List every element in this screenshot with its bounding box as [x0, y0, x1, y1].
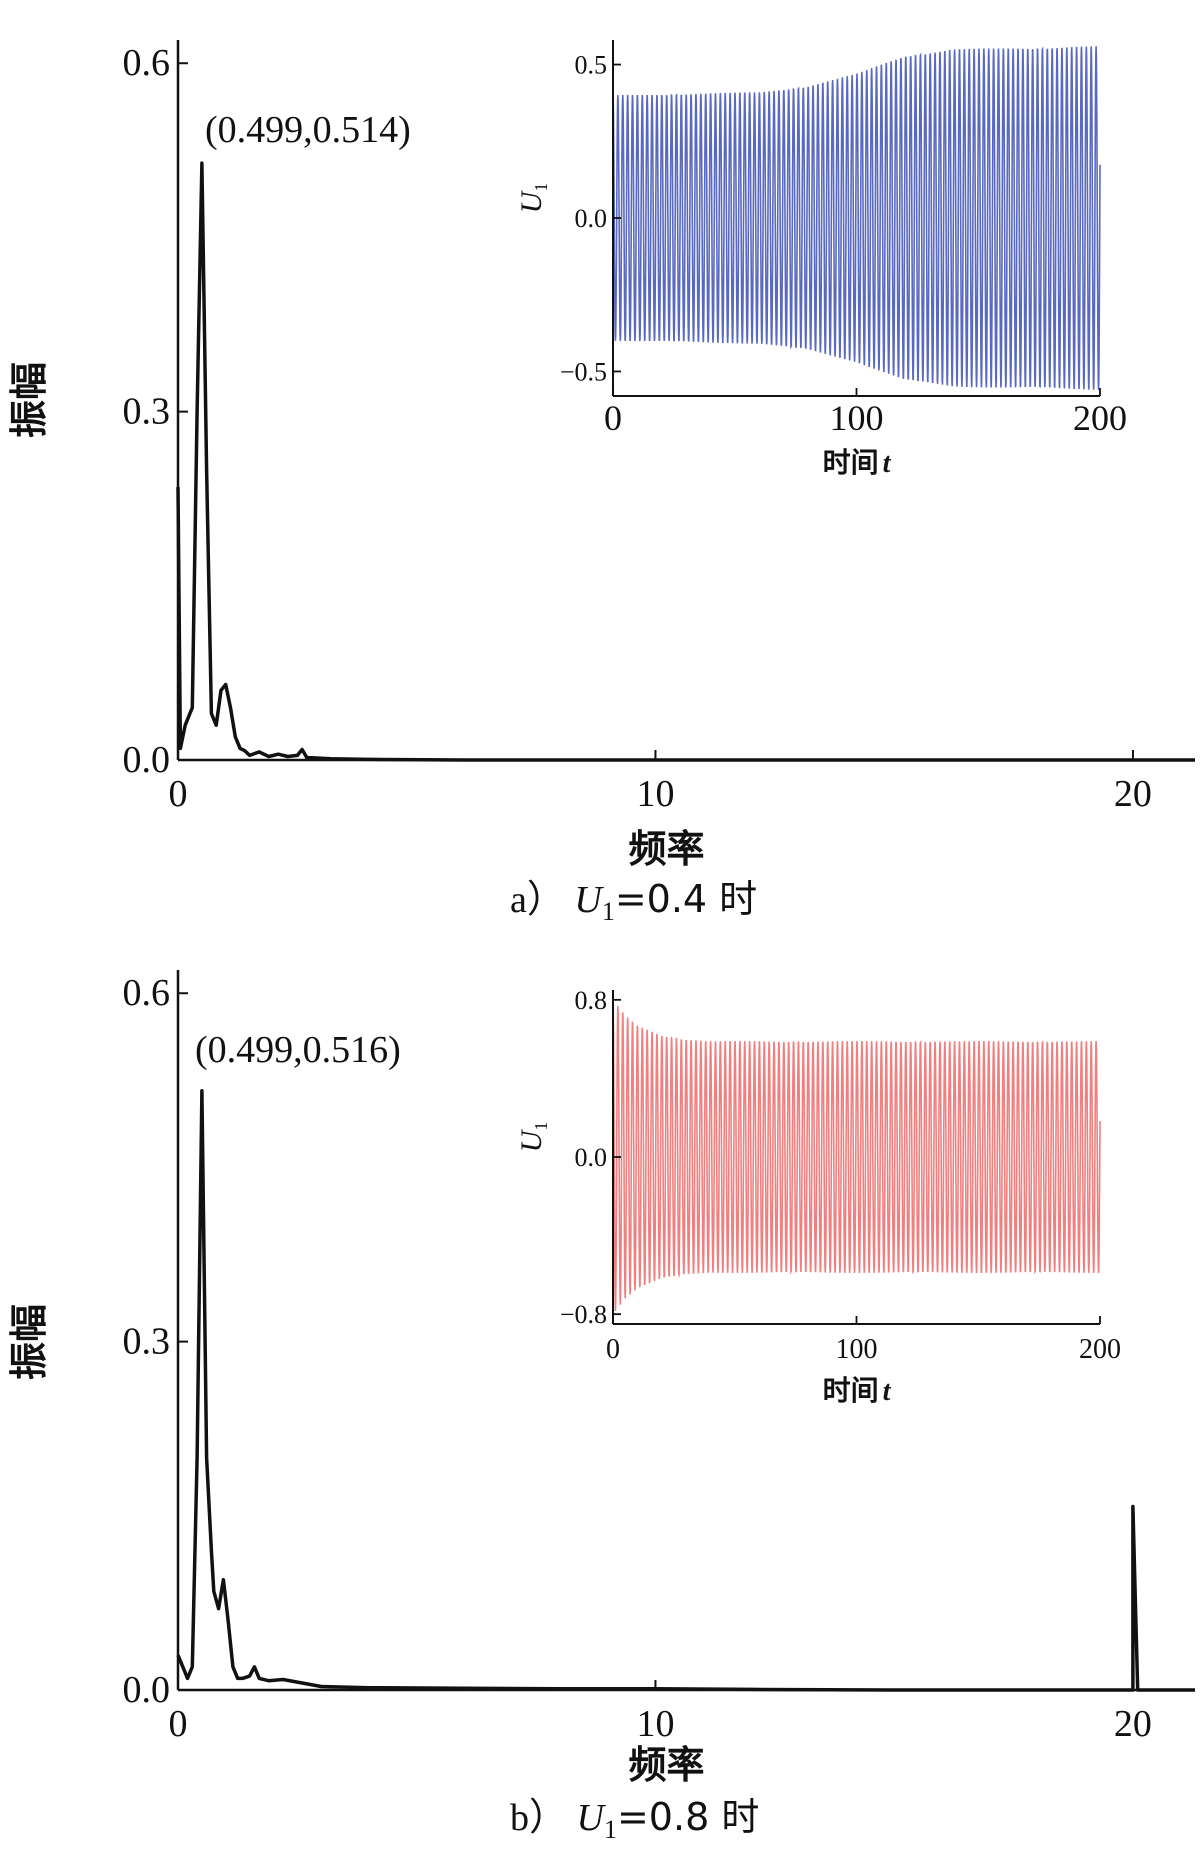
inset-y-tick-label: −0.8	[560, 1300, 607, 1329]
inset-y-label-var: U	[515, 1128, 548, 1152]
y-tick-label: 0.6	[123, 972, 171, 1014]
x-tick-label: 10	[636, 773, 674, 815]
inset-y-label-sub: 1	[531, 1122, 551, 1131]
inset-y-tick-label: 0.8	[575, 986, 608, 1015]
x-tick-label: 20	[1114, 773, 1152, 815]
inset-y-axis-label: U1	[515, 1122, 551, 1153]
x-tick-label: 0	[169, 1703, 188, 1745]
caption-subscript: 1	[602, 897, 615, 926]
panel-caption: a） U1=0.4 时	[510, 877, 757, 926]
inset-x-tick-label: 100	[830, 398, 884, 438]
y-tick-label: 0.3	[123, 1321, 171, 1363]
y-axis-label: 振幅	[7, 362, 51, 438]
panel-caption: b） U1=0.8 时	[510, 1795, 759, 1844]
inset-plot: −0.5 0.0 0.5 0 100 200 时间 t U1	[515, 40, 1127, 479]
inset-x-axis-label: 时间 t	[823, 446, 892, 479]
y-tick-label: 0.3	[123, 391, 171, 433]
caption-variable: U	[574, 879, 604, 921]
inset-x-label-var: t	[883, 448, 892, 479]
spectrum-line	[176, 1089, 1195, 1692]
inset-plot: −0.8 0.0 0.8 0 100 200 时间 t U1	[515, 986, 1121, 1407]
x-tick-label: 10	[636, 1703, 674, 1745]
inset-x-tick-label: 0	[604, 398, 622, 438]
peak-annotation: (0.499,0.516)	[195, 1029, 401, 1071]
peak-annotation: (0.499,0.514)	[205, 109, 411, 151]
spectrum-line	[176, 161, 1195, 762]
caption-prefix: b）	[510, 1797, 577, 1839]
inset-y-label-sub: 1	[531, 183, 551, 192]
inset-y-tick-label: −0.5	[560, 357, 607, 386]
y-tick-label: 0.6	[123, 42, 171, 84]
inset-x-tick-label: 100	[836, 1334, 878, 1365]
inset-y-axis-label: U1	[515, 183, 551, 214]
inset-y-tick-label: 0.5	[575, 51, 608, 80]
y-axis-label: 振幅	[7, 1304, 51, 1380]
x-tick-label: 20	[1114, 1703, 1152, 1745]
inset-x-tick-label: 200	[1079, 1334, 1121, 1365]
inset-x-tick-label: 200	[1073, 398, 1127, 438]
caption-value: =0.8 时	[617, 1795, 759, 1839]
caption-subscript: 1	[604, 1815, 617, 1844]
y-tick-label: 0.0	[123, 1669, 171, 1711]
inset-x-axis-label: 时间 t	[823, 1374, 892, 1407]
caption-value: =0.4 时	[615, 877, 757, 921]
inset-y-tick-label: 0.0	[575, 204, 608, 233]
x-axis-label: 频率	[628, 827, 704, 871]
caption-prefix: a）	[510, 879, 574, 921]
inset-x-tick-label: 0	[606, 1334, 620, 1365]
inset-x-label-text: 时间	[823, 446, 879, 479]
inset-y-label-var: U	[515, 189, 548, 213]
caption-variable: U	[577, 1797, 607, 1839]
inset-x-label-var: t	[883, 1376, 892, 1407]
y-tick-label: 0.0	[123, 739, 171, 781]
inset-x-label-text: 时间	[823, 1374, 879, 1407]
x-tick-label: 0	[169, 773, 188, 815]
inset-y-tick-label: 0.0	[575, 1143, 608, 1172]
x-axis-label: 频率	[628, 1743, 704, 1787]
inset-signal	[612, 999, 1101, 1312]
inset-signal	[612, 46, 1101, 390]
